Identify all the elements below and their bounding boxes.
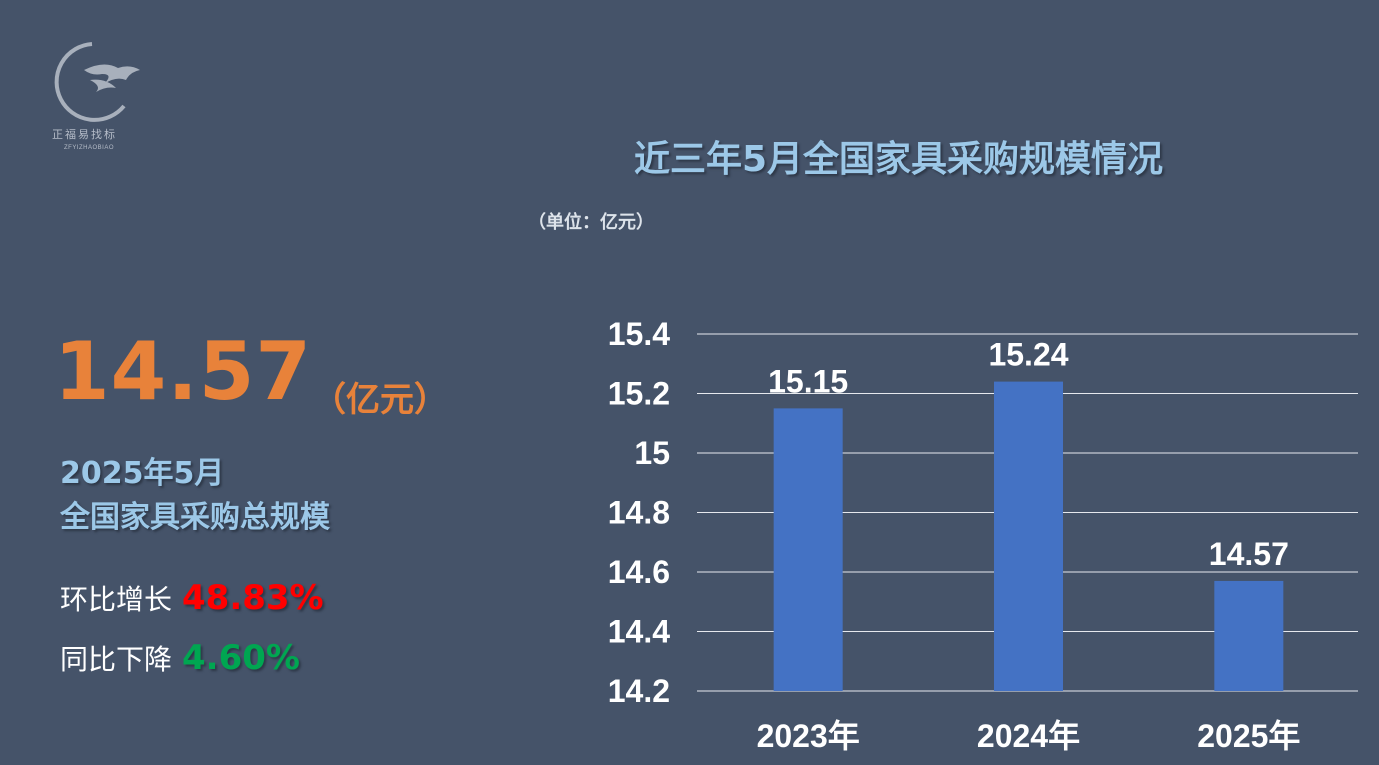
x-tick-label: 2023年 — [757, 718, 860, 754]
headline-unit: （亿元） — [312, 380, 448, 420]
logo-text: 正福易找标 — [52, 128, 117, 141]
logo-subtext: ZFYIZHAOBIAO — [64, 145, 115, 151]
yoy-label: 同比下降 — [60, 643, 173, 676]
headline-period: 2025年5月 — [60, 456, 225, 491]
unit-label: （单位：亿元） — [528, 212, 654, 233]
y-tick-label: 14.6 — [608, 554, 670, 590]
yoy-value: 4.60% — [182, 638, 300, 678]
mom-stat: 环比增长 48.83% — [60, 578, 324, 618]
headline-description: 全国家具采购总规模 — [60, 500, 330, 535]
data-label: 15.24 — [988, 337, 1068, 373]
x-tick-label: 2024年 — [977, 718, 1080, 754]
brand-logo: 正福易找标 ZFYIZHAOBIAO — [44, 40, 144, 160]
eagle-logo-icon — [54, 42, 140, 122]
y-tick-label: 15.2 — [608, 376, 670, 412]
data-label: 14.57 — [1209, 536, 1289, 572]
bar — [994, 381, 1063, 691]
headline-value: 14.57 — [54, 325, 313, 418]
mom-value: 48.83% — [182, 578, 324, 618]
y-tick-label: 15 — [634, 435, 670, 471]
y-tick-label: 15.4 — [608, 316, 670, 352]
chart-title: 近三年5月全国家具采购规模情况 — [634, 139, 1164, 180]
bar — [1214, 580, 1284, 691]
mom-label: 环比增长 — [60, 583, 173, 616]
x-tick-label: 2025年 — [1197, 718, 1300, 754]
yoy-stat: 同比下降 4.60% — [60, 638, 300, 678]
y-tick-label: 14.4 — [608, 614, 670, 650]
y-tick-label: 14.8 — [608, 495, 670, 531]
bar — [773, 408, 843, 691]
data-label: 15.15 — [768, 363, 848, 399]
y-tick-label: 14.2 — [608, 673, 670, 709]
